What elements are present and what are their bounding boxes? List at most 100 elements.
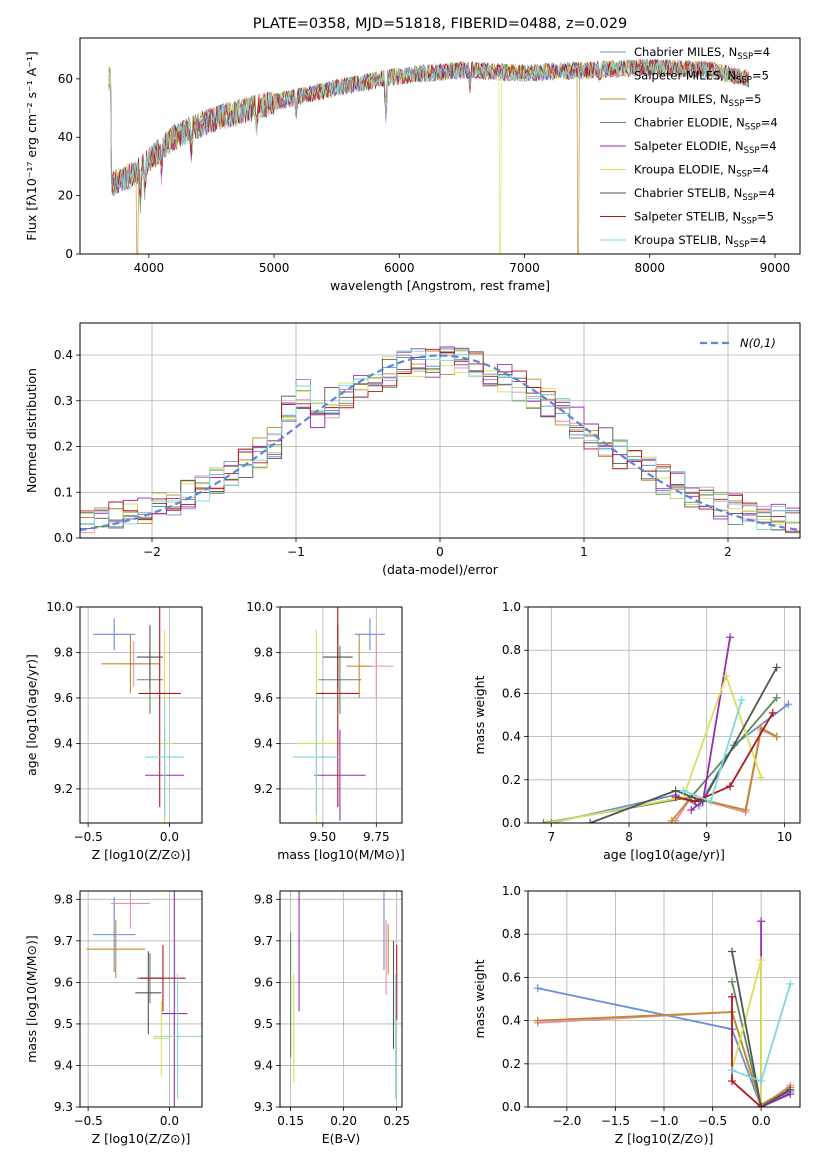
legend-entry: Kroupa ELODIE, NSSP=4 [634, 163, 769, 180]
x-axis-label: age [log10(age/yr)] [603, 847, 725, 862]
series-line [760, 921, 791, 1107]
series-line [537, 1011, 791, 1107]
y-tick-label: 9.2 [254, 782, 273, 796]
age-vs-Z-frame [79, 606, 203, 824]
x-tick-label: −0.5 [74, 830, 103, 844]
age-vs-Z-axes: −0.5 0.0 9.2 9.4 9.6 9.8 10.0 Z [log10(Z/Z⊙)] ag… [24, 600, 202, 862]
series-line [537, 987, 791, 1107]
weight-vs-Z-frame [527, 890, 801, 1108]
y-tick-label: 9.4 [254, 736, 273, 750]
series-line [547, 673, 762, 823]
weight-vs-age-series [539, 633, 793, 823]
data-point-marker [768, 708, 777, 717]
data-point-marker [784, 700, 793, 709]
x-tick-label: 9.50 [309, 830, 336, 844]
y-tick-label: 0.6 [502, 970, 521, 984]
x-tick-label: −1.0 [649, 1114, 678, 1128]
data-point-marker [726, 782, 735, 791]
data-point-marker [757, 956, 766, 965]
data-point-marker [757, 1103, 766, 1107]
normal-curve [80, 354, 800, 532]
data-point-marker [772, 732, 781, 741]
x-axis-label: Z [log10(Z/Z⊙)] [615, 1131, 714, 1146]
spectrum-axes: 4000 5000 6000 7000 8000 9000 0 20 40 60 wavelengt… [24, 51, 790, 293]
x-tick-label: 9000 [760, 261, 791, 275]
data-point-marker [679, 786, 688, 795]
x-tick-label: −0.5 [74, 1114, 103, 1128]
x-tick-label: 7 [547, 830, 555, 844]
data-point-marker [533, 984, 542, 993]
data-point-marker [547, 819, 556, 823]
y-tick-label: 9.3 [254, 1100, 273, 1114]
data-point-marker [586, 819, 595, 823]
y-axis-label: mass weight [472, 675, 487, 754]
mass-vs-EBV-points [290, 891, 398, 1099]
weight-vs-age-axes: 7 8 9 10 0.0 0.2 0.4 0.6 0.8 1.0 age [log10(age/yr… [472, 600, 800, 862]
x-axis-label: Z [log10(Z/Z⊙)] [92, 1131, 191, 1146]
y-tick-label: 9.3 [54, 1100, 73, 1114]
y-tick-label: 0.1 [54, 485, 73, 499]
weight-vs-Z-series [533, 917, 795, 1107]
data-point-marker [706, 797, 715, 806]
x-tick-label: 4000 [134, 261, 165, 275]
x-tick-label: 7000 [509, 261, 540, 275]
y-tick-label: 9.8 [54, 892, 73, 906]
data-point-marker [728, 977, 736, 986]
x-axis-label: E(B-V) [322, 1131, 361, 1146]
data-point-marker [722, 672, 731, 681]
series-line [589, 667, 778, 823]
data-point-marker [533, 1016, 542, 1025]
x-tick-label: −2 [143, 545, 161, 559]
age-vs-mass-axes: 9.50 9.75 9.2 9.4 9.6 9.8 10.0 mass [log10(M/M⊙… [246, 600, 405, 862]
x-axis-label: mass [log10(M/M⊙)] [277, 847, 405, 862]
y-tick-label: 0.4 [502, 1014, 521, 1028]
y-tick-label: 9.2 [54, 782, 73, 796]
y-tick-label: 9.4 [54, 736, 73, 750]
data-point-marker [728, 992, 736, 1001]
y-axis-label: mass [log10(M/M⊙)] [24, 935, 39, 1063]
legend-entry: Chabrier ELODIE, NSSP=4 [634, 116, 778, 133]
y-tick-label: 20 [58, 189, 73, 203]
y-tick-label: 0.2 [502, 1057, 521, 1071]
data-point-marker [757, 917, 766, 926]
y-tick-label: 9.5 [254, 1017, 273, 1031]
x-tick-label: 9 [703, 830, 711, 844]
y-tick-label: 0 [65, 247, 73, 261]
x-tick-label: 0 [436, 545, 444, 559]
series-line [551, 703, 789, 823]
y-axis-label: Normed distribution [24, 368, 39, 493]
data-point-marker [737, 695, 746, 704]
spectrum-line [108, 59, 750, 254]
data-point-marker [687, 806, 696, 815]
y-tick-label: 9.8 [254, 892, 273, 906]
data-point-marker [543, 819, 552, 823]
weight-vs-age-frame [527, 606, 801, 824]
spectrum-series [108, 58, 750, 254]
data-point-marker [741, 806, 750, 815]
mass-vs-Z-frame [79, 890, 203, 1108]
residuals-frame [79, 322, 801, 539]
age-vs-mass-points [292, 607, 394, 823]
x-tick-label: 2 [724, 545, 732, 559]
x-tick-label: 0.20 [330, 1114, 357, 1128]
x-tick-label: −1 [287, 545, 305, 559]
x-tick-label: 0.0 [160, 1114, 179, 1128]
data-point-marker [772, 693, 781, 702]
histogram-series [80, 346, 800, 538]
x-tick-label: 5000 [259, 261, 290, 275]
residuals-axes: −2 −1 0 1 2 0.0 0.1 0.2 0.3 0.4 (data-model)/error… [24, 323, 800, 577]
spectrum-line [108, 58, 750, 198]
y-tick-label: 9.6 [54, 691, 73, 705]
data-point-marker [667, 816, 676, 823]
y-axis-label: Flux [fλ10⁻¹⁷ erg cm⁻² s⁻¹ A⁻¹] [24, 51, 39, 240]
y-tick-label: 9.7 [254, 934, 273, 948]
legend-entry: Chabrier STELIB, NSSP=4 [634, 186, 775, 203]
y-axis-label: mass weight [472, 959, 487, 1038]
y-tick-label: 9.6 [254, 975, 273, 989]
x-tick-label: −2.0 [552, 1114, 581, 1128]
data-point-marker [786, 1085, 795, 1094]
plot-layer: 4000 5000 6000 7000 8000 90000204060wavelengt… [24, 37, 801, 1146]
mass-vs-Z-points [86, 891, 202, 1107]
spectrum-frame [79, 37, 801, 255]
